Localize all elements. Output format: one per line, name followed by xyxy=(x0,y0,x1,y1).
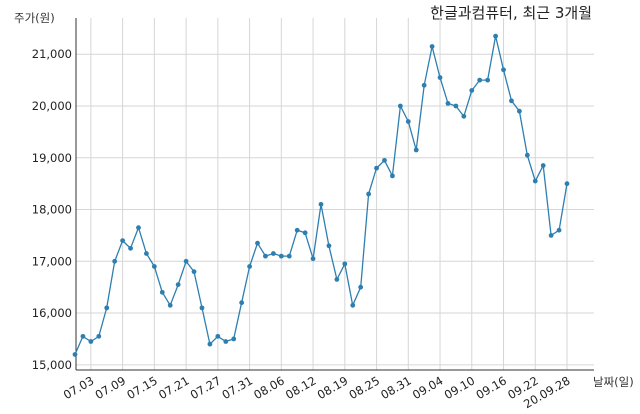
price-series xyxy=(72,33,570,357)
data-point xyxy=(199,305,205,311)
gridlines xyxy=(76,18,594,370)
x-tick-label: 07.27 xyxy=(188,373,224,402)
data-point xyxy=(175,282,181,287)
data-point xyxy=(532,178,538,184)
data-point xyxy=(445,101,451,106)
data-point xyxy=(540,163,546,168)
x-tick-label: 09.04 xyxy=(410,373,446,402)
data-point xyxy=(334,277,340,282)
data-point xyxy=(485,77,491,83)
data-point xyxy=(342,261,348,267)
data-point xyxy=(421,82,427,88)
x-tick-label: 08.06 xyxy=(251,373,287,402)
data-point xyxy=(493,33,498,39)
x-tick-label: 07.09 xyxy=(93,373,129,402)
y-tick-labels: 15,000 16,000 17,000 18,000 19,000 20,000 21,0… xyxy=(32,47,72,372)
data-point xyxy=(278,253,284,259)
x-tick-label: 07.31 xyxy=(220,373,256,402)
data-point xyxy=(556,227,562,233)
data-point xyxy=(477,77,483,83)
data-point xyxy=(183,258,189,264)
data-point xyxy=(207,341,213,347)
y-axis-label: 주가(원) xyxy=(14,11,55,25)
data-point xyxy=(215,333,221,339)
x-tick-label: 08.31 xyxy=(378,373,414,402)
data-point xyxy=(263,253,268,259)
x-axis-label: 날짜(일) xyxy=(593,375,634,389)
x-tick-label: 08.19 xyxy=(315,373,351,402)
data-point xyxy=(223,339,229,344)
data-point xyxy=(104,305,110,311)
x-tick-label: 09.10 xyxy=(442,373,478,402)
x-tick-labels: 07.0307.0907.1507.2107.2707.3108.0608.12… xyxy=(61,373,573,411)
data-point xyxy=(413,147,419,153)
price-line xyxy=(74,35,568,355)
data-point xyxy=(88,339,94,344)
x-tick-label: 07.15 xyxy=(124,373,160,402)
data-point xyxy=(310,256,316,262)
data-point xyxy=(191,269,197,275)
y-tick-label: 15,000 xyxy=(32,358,72,372)
data-point xyxy=(151,264,157,269)
data-point xyxy=(453,103,459,109)
data-point xyxy=(548,233,554,238)
data-point xyxy=(120,238,126,243)
data-point xyxy=(96,333,102,339)
data-point xyxy=(382,157,387,163)
data-point xyxy=(437,75,443,80)
y-tick-label: 19,000 xyxy=(32,151,72,165)
data-point xyxy=(469,88,475,93)
chart-title: 한글과컴퓨터, 최근 3개월 xyxy=(430,4,592,22)
data-point xyxy=(358,284,364,290)
data-point xyxy=(144,251,149,256)
data-point xyxy=(326,243,332,249)
data-point xyxy=(80,333,86,339)
y-tick-label: 21,000 xyxy=(32,47,72,61)
data-point xyxy=(136,225,141,231)
data-point xyxy=(302,230,308,236)
y-tick-label: 20,000 xyxy=(32,99,72,113)
data-point xyxy=(286,253,292,259)
data-point xyxy=(461,113,467,119)
data-point xyxy=(167,302,173,308)
data-point xyxy=(524,152,530,158)
data-point xyxy=(397,103,403,109)
x-tick-label: 09.16 xyxy=(473,373,509,402)
data-point xyxy=(318,201,324,207)
data-point xyxy=(255,240,260,246)
data-point xyxy=(564,181,570,187)
data-point xyxy=(390,173,395,179)
data-point xyxy=(270,251,276,256)
data-point xyxy=(112,258,118,264)
data-point xyxy=(350,302,356,308)
x-tick-label: 08.12 xyxy=(283,373,319,402)
data-point xyxy=(128,245,133,251)
data-point xyxy=(72,352,78,357)
data-point xyxy=(429,44,435,49)
data-point xyxy=(374,165,379,171)
data-point xyxy=(239,300,245,306)
x-tick-label: 07.03 xyxy=(61,373,97,402)
x-tick-label: 07.21 xyxy=(156,373,192,402)
data-point xyxy=(231,336,237,342)
data-point xyxy=(159,289,165,295)
data-point xyxy=(501,67,506,73)
data-point xyxy=(516,108,522,114)
x-tick-label: 08.25 xyxy=(347,373,383,402)
data-point xyxy=(294,227,300,233)
y-tick-label: 18,000 xyxy=(32,203,72,217)
y-tick-label: 17,000 xyxy=(32,254,72,268)
data-point xyxy=(405,119,411,124)
data-point xyxy=(366,191,372,197)
data-point xyxy=(247,264,252,269)
data-point xyxy=(509,98,514,104)
axes xyxy=(75,18,594,371)
y-tick-label: 16,000 xyxy=(32,306,72,320)
